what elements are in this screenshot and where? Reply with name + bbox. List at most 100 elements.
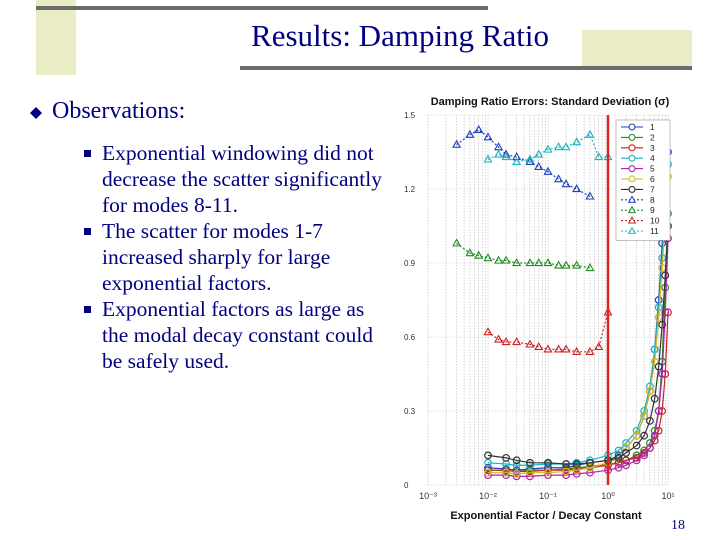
legend-marker (627, 226, 637, 234)
square-bullet-icon (84, 150, 91, 157)
series-line-11 (487, 133, 608, 163)
data-point-series-4 (622, 439, 630, 447)
data-point-series-6 (640, 412, 649, 420)
data-point-series-6 (586, 463, 594, 472)
x-tick-label: 10⁰ (601, 491, 615, 501)
legend-marker (627, 195, 637, 203)
diamond-bullet-icon (30, 107, 42, 119)
data-point-series-7 (484, 451, 492, 460)
data-point-series-9 (465, 248, 475, 257)
legend-label: 1 (650, 122, 655, 132)
data-point-series-7 (614, 453, 623, 462)
data-point-series-4 (512, 461, 521, 470)
data-point-series-11 (594, 152, 604, 161)
data-point-series-10 (585, 346, 595, 355)
data-point-series-11 (561, 142, 571, 151)
legend-label: 3 (650, 143, 655, 153)
data-point-series-7 (572, 460, 581, 468)
data-point-series-7 (526, 458, 534, 467)
data-point-series-4 (526, 461, 534, 470)
data-point-series-4 (484, 458, 492, 467)
data-point-series-7 (654, 362, 663, 371)
data-point-series-7 (622, 449, 630, 457)
data-point-series-5 (632, 456, 641, 465)
data-point-series-9 (543, 258, 553, 267)
data-point-series-8 (585, 191, 595, 200)
data-point-series-8 (543, 166, 553, 175)
legend-label: 6 (650, 174, 655, 184)
data-point-series-7 (502, 453, 510, 462)
data-point-series-10 (594, 341, 604, 351)
data-point-series-6 (544, 468, 552, 477)
data-point-series-5 (650, 431, 659, 440)
decor-rule-top (36, 6, 488, 10)
legend-box (615, 119, 671, 241)
data-point-series-7 (512, 456, 521, 465)
data-point-series-6 (646, 387, 654, 396)
data-point-series-5 (622, 461, 630, 470)
data-point-series-1 (484, 463, 492, 472)
data-point-series-5 (658, 370, 667, 378)
x-tick-label: 10⁻³ (419, 491, 437, 501)
legend-label: 2 (650, 132, 655, 142)
data-point-series-5 (614, 463, 623, 472)
legend-label: 10 (650, 216, 660, 226)
data-point-series-7 (544, 458, 552, 467)
damping-ratio-chart: Damping Ratio Errors: Standard Deviation… (404, 96, 675, 522)
series-line-3 (488, 312, 669, 473)
data-point-series-10 (554, 344, 564, 353)
chart-xlabel: Exponential Factor / Decay Constant (450, 510, 642, 522)
bullet-item: The scatter for modes 1-7 increased shar… (82, 218, 387, 296)
data-point-series-6 (622, 444, 630, 452)
data-point-series-6 (512, 470, 521, 478)
data-point-series-11 (501, 152, 511, 161)
y-tick-label: 0.3 (404, 407, 416, 416)
bullet-item: Exponential windowing did not decrease t… (82, 140, 387, 218)
bullet-text: Exponential factors as large as the moda… (102, 297, 374, 373)
data-point-series-8 (465, 129, 475, 138)
data-point-series-11 (543, 144, 553, 153)
data-point-series-10 (534, 341, 544, 351)
series-line-10 (487, 312, 609, 353)
data-point-series-10 (494, 334, 504, 343)
series-line-7 (487, 225, 669, 465)
data-point-series-9 (585, 263, 595, 272)
legend-marker (627, 205, 637, 214)
data-point-series-3 (622, 456, 630, 465)
legend-label: 7 (650, 184, 655, 194)
data-point-series-10 (572, 346, 582, 355)
data-point-series-8 (572, 184, 582, 193)
y-tick-label: 0.9 (404, 259, 416, 268)
data-point-series-3 (614, 458, 623, 467)
data-point-series-11 (525, 154, 535, 163)
data-point-series-9 (572, 260, 582, 269)
x-tick-label: 10⁻¹ (539, 491, 557, 501)
data-point-series-7 (661, 271, 670, 280)
data-point-series-6 (632, 431, 641, 440)
data-point-series-7 (562, 460, 570, 468)
slide-title: Results: Damping Ratio (251, 18, 549, 53)
data-point-series-11 (534, 149, 544, 158)
data-point-series-10 (512, 337, 522, 346)
data-point-series-8 (452, 139, 462, 148)
square-bullet-icon (84, 228, 91, 235)
data-point-series-6 (562, 467, 570, 476)
data-point-series-7 (632, 441, 641, 450)
data-point-series-9 (494, 255, 504, 264)
data-point-series-11 (585, 129, 595, 138)
data-point-series-10 (525, 339, 535, 348)
data-point-series-8 (512, 152, 522, 161)
data-point-series-3 (640, 449, 649, 457)
y-tick-label: 0.6 (404, 333, 416, 342)
decor-block-topleft (36, 0, 76, 75)
data-point-series-10 (543, 344, 553, 353)
chart-grid (427, 114, 669, 486)
data-point-series-7 (650, 394, 659, 403)
data-point-series-5 (646, 444, 654, 452)
data-point-series-10 (561, 344, 571, 353)
legend-marker (628, 175, 636, 183)
data-point-series-11 (554, 142, 564, 151)
series-line-2 (487, 213, 669, 473)
decor-rule-right (240, 66, 692, 70)
